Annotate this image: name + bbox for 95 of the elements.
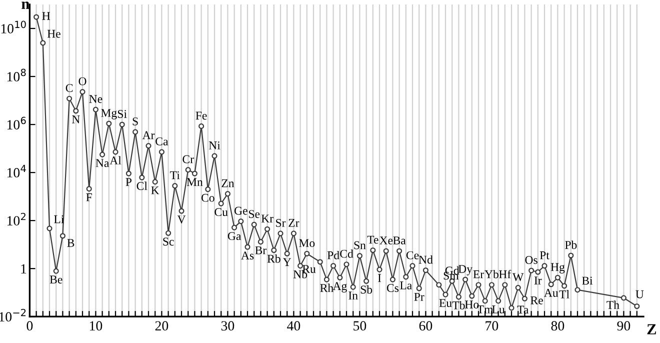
annotation: Pb: [565, 240, 577, 249]
annotation: Cr: [182, 155, 194, 164]
x-tick-label: 60: [419, 321, 432, 331]
annotation: Hg: [550, 263, 565, 274]
x-tick-label: 0: [26, 321, 33, 331]
annotation: Ir: [534, 276, 542, 284]
annotation: B: [67, 239, 74, 247]
x-tick-label: 50: [354, 321, 366, 331]
annotation: Nd: [418, 255, 433, 264]
annotation: Zr: [288, 219, 300, 227]
annotation: Ti: [170, 171, 180, 180]
annotation: Bi: [582, 276, 593, 285]
x-tick-label: 40: [287, 321, 300, 331]
y-tick-label: 10$^{10}$: [1, 20, 26, 34]
y-tick-label: 10$^{2}$: [7, 212, 26, 226]
annotation: C: [66, 84, 73, 92]
annotation: Cs: [386, 284, 399, 292]
annotation: Dy: [458, 265, 472, 276]
annotation: Pd: [327, 250, 340, 260]
annotation: F: [86, 193, 92, 202]
annotation: Fe: [196, 112, 207, 120]
annotation: Rb: [267, 254, 280, 263]
annotation: Y: [282, 258, 292, 266]
annotation: Ar: [142, 131, 155, 140]
annotation: Ag: [332, 282, 347, 292]
annotation: Co: [201, 194, 214, 202]
annotation: Pr: [414, 292, 424, 301]
x-tick-label: 70: [486, 321, 498, 331]
annotation: Os: [525, 256, 538, 264]
annotation: Eu: [439, 299, 452, 307]
x-tick-label: 80: [551, 321, 564, 331]
annotation: H: [42, 12, 50, 20]
annotation: Ta: [517, 306, 529, 314]
annotation: Cl: [136, 182, 148, 190]
annotation: Ba: [393, 236, 406, 244]
annotation: Mn: [186, 178, 203, 186]
annotation: He: [47, 30, 60, 38]
x-tick-label: 30: [221, 321, 234, 331]
annotation: Sc: [163, 238, 174, 246]
annotation: I: [378, 274, 382, 282]
x-axis-title: Z: [647, 324, 656, 334]
annotation: Ca: [156, 137, 168, 146]
annotation: Zn: [222, 179, 234, 188]
annotation: Br: [255, 246, 266, 254]
annotation: Si: [118, 110, 127, 118]
y-tick-label: 10$^{8}$: [7, 68, 26, 82]
annotation: Sn: [354, 241, 366, 250]
annotation: Al: [110, 156, 122, 164]
annotation: Tb: [452, 301, 465, 310]
annotation: Tl: [559, 290, 570, 298]
annotation: W: [512, 273, 524, 282]
annotation: Th: [606, 300, 620, 309]
annotation: Cd: [340, 249, 354, 258]
annotation: Sr: [276, 218, 286, 227]
annotation: Xe: [379, 236, 393, 244]
annotation: Kr: [261, 214, 274, 222]
annotation: Au: [544, 288, 558, 297]
annotation: Mo: [299, 239, 315, 248]
annotation: Se: [248, 210, 260, 218]
y-tick-label: 10$^{6}$: [7, 116, 26, 130]
annotation: Mg: [101, 109, 117, 120]
annotation: Sb: [360, 285, 372, 294]
annotation: O: [78, 77, 86, 86]
annotation: Be: [50, 276, 62, 284]
annotation: S: [132, 117, 138, 126]
annotation: Pt: [540, 251, 550, 260]
y-tick-label: 10$^{4}$: [7, 164, 26, 178]
annotation: Rh: [320, 284, 334, 292]
annotation: As: [241, 252, 254, 260]
annotation: U: [636, 290, 644, 298]
annotation: La: [400, 282, 412, 290]
annotation: Lu: [492, 306, 505, 314]
x-tick-label: 10: [90, 321, 102, 331]
x-tick-label: 90: [617, 321, 630, 331]
annotation: Yb: [484, 270, 498, 278]
annotation: Ni: [208, 141, 220, 150]
annotation: P: [126, 178, 132, 186]
annotation: Ho: [465, 300, 479, 308]
annotation: In: [348, 292, 358, 300]
annotation: N: [72, 115, 80, 124]
annotation: Er: [473, 270, 484, 278]
annotation: Ga: [228, 232, 242, 240]
annotation: Te: [367, 236, 378, 244]
annotation: Ce: [406, 251, 419, 260]
y-axis-title: n: [22, 2, 30, 9]
annotation: Re: [530, 296, 543, 304]
annotation: Hf: [499, 270, 512, 278]
annotation: Na: [96, 159, 110, 168]
y-tick-label: 1: [21, 264, 26, 274]
annotation: Ge: [234, 206, 248, 215]
x-tick-label: 20: [155, 321, 168, 331]
annotation: Cu: [214, 208, 228, 216]
annotation: K: [151, 186, 160, 194]
annotation: Ne: [89, 95, 102, 103]
annotation: V: [177, 216, 186, 224]
